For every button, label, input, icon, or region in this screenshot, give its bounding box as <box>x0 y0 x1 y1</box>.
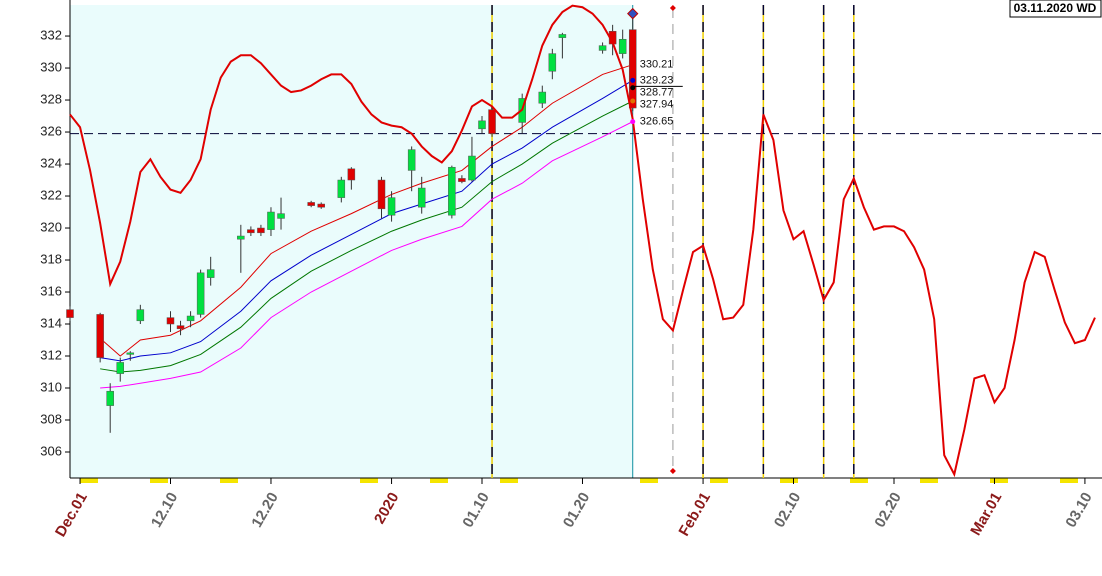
date-box <box>1009 0 1102 18</box>
week-marker <box>430 478 448 483</box>
candle-body <box>186 315 195 322</box>
candle-body <box>407 149 416 171</box>
level-marker <box>630 77 636 83</box>
y-tick-label: 330 <box>40 59 62 74</box>
candle-body <box>347 168 356 181</box>
candle-body <box>538 91 547 104</box>
candle-body <box>66 309 74 318</box>
cycle-curve <box>69 4 1096 478</box>
candle-body <box>488 109 496 134</box>
candle-body <box>468 155 476 181</box>
y-tick-label: 320 <box>40 219 62 234</box>
history-shade <box>70 5 633 478</box>
y-tick-label: 314 <box>40 315 62 330</box>
candle-body <box>166 317 175 325</box>
y-tick-label: 306 <box>40 443 62 458</box>
candle-body <box>206 269 215 278</box>
today-marker <box>669 468 676 474</box>
y-tick-label: 326 <box>40 123 62 138</box>
candle-body <box>628 29 637 109</box>
candle-body <box>598 45 607 51</box>
week-marker <box>990 478 1008 483</box>
level-label: 329.23 <box>640 74 674 86</box>
candle-body <box>377 179 386 210</box>
level-marker <box>630 98 636 104</box>
level-label: 326.65 <box>640 116 674 128</box>
band-line <box>99 64 633 357</box>
level-label: 330.21 <box>640 59 674 71</box>
signal-marker <box>627 7 639 20</box>
week-marker <box>500 478 518 483</box>
level-marker <box>630 119 636 125</box>
week-marker <box>1060 478 1078 483</box>
candle-body <box>196 272 205 315</box>
candle-body <box>247 229 255 234</box>
week-marker <box>710 478 728 483</box>
week-marker <box>360 478 378 483</box>
week-marker <box>220 478 238 483</box>
week-marker <box>640 478 658 483</box>
week-marker <box>920 478 938 483</box>
candle-body <box>618 38 627 54</box>
y-tick-label: 316 <box>40 283 62 298</box>
y-tick-label: 322 <box>40 187 62 202</box>
y-tick-label: 332 <box>40 27 62 42</box>
candle-body <box>237 235 245 240</box>
y-tick-label: 312 <box>40 347 62 362</box>
band-line <box>100 79 633 362</box>
date-label: 03.11.2020 WD <box>1014 1 1097 15</box>
y-tick-label: 308 <box>40 411 62 426</box>
candle-body <box>176 325 185 330</box>
candle-body <box>317 203 325 208</box>
candle-body <box>387 197 396 216</box>
candle-body <box>458 178 466 182</box>
y-tick-label: 328 <box>40 91 62 106</box>
candle-body <box>136 309 145 322</box>
candle-body <box>417 187 426 208</box>
week-marker <box>780 478 798 483</box>
candle-body <box>448 166 456 216</box>
candle-body <box>478 120 486 130</box>
level-marker <box>630 62 636 68</box>
band-line <box>100 100 633 373</box>
y-tick-label: 310 <box>40 379 62 394</box>
candle-body <box>337 179 346 198</box>
week-marker <box>850 478 868 483</box>
today-marker <box>669 5 676 11</box>
candle-body <box>126 352 135 355</box>
candle-body <box>558 34 567 38</box>
week-markers <box>80 478 1078 483</box>
band-line <box>100 121 633 389</box>
candle-body <box>277 213 285 219</box>
week-marker <box>80 478 98 483</box>
y-tick-label: 324 <box>40 155 62 170</box>
candle-body <box>106 390 114 406</box>
candle-body <box>307 202 315 206</box>
candle-body <box>116 362 124 374</box>
candle-body <box>96 314 104 358</box>
week-marker <box>150 478 168 483</box>
y-tick-label: 318 <box>40 251 62 266</box>
level-label: 328.77 <box>640 86 674 98</box>
level-label: 327.94 <box>640 98 674 110</box>
candle-body <box>548 53 557 72</box>
candle-body <box>257 227 265 234</box>
candle-body <box>267 211 275 230</box>
